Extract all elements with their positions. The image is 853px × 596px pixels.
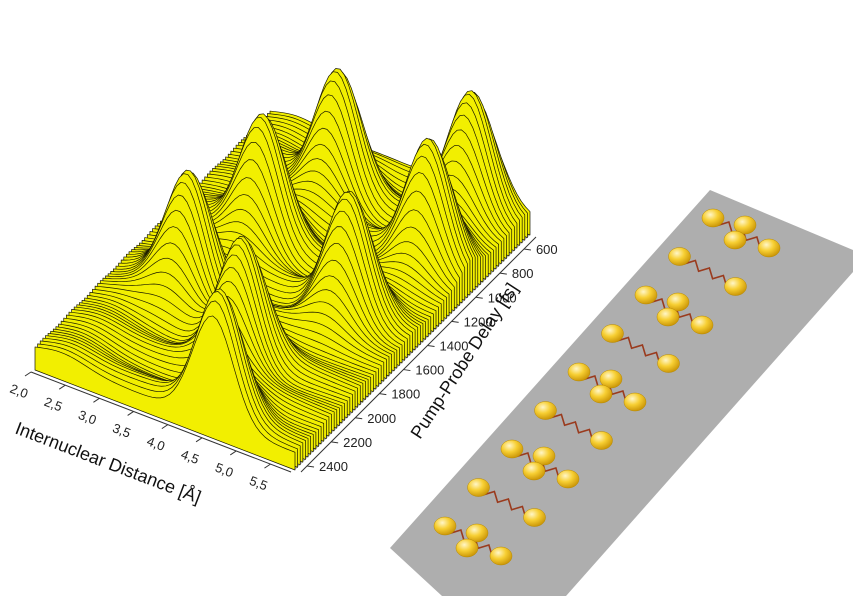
atom: [500, 439, 524, 459]
y-tick-label: 2200: [343, 435, 372, 450]
y-tick-mark: [355, 417, 363, 420]
x-tick-label: 3,0: [76, 407, 98, 427]
y-tick-label: 1000: [488, 290, 517, 305]
x-tick-label: 2,5: [42, 394, 64, 414]
molecule-panel: [390, 190, 853, 596]
x-tick-mark: [58, 384, 66, 390]
x-tick-label: 4,0: [145, 433, 167, 453]
x-axis: 2,0 2,5 3,0 3,5 4,0 4,5 5,0 5,5: [8, 371, 292, 493]
molecule-atoms: [433, 208, 781, 566]
atom: [467, 478, 490, 497]
surface-slice: [34, 315, 296, 471]
atom: [656, 307, 680, 327]
y-tick-label: 800: [512, 266, 534, 281]
y-tick-label: 2000: [367, 411, 396, 426]
x-tick-mark: [195, 437, 203, 443]
y-tick-mark: [499, 272, 507, 275]
atom: [567, 362, 591, 382]
x-tick-mark: [24, 371, 32, 377]
y-tick-mark: [379, 393, 387, 396]
x-tick-mark: [127, 411, 134, 416]
y-tick-label: 1600: [415, 363, 444, 378]
y-tick-label: 1200: [464, 314, 493, 329]
atom: [556, 469, 580, 489]
x-axis-line: [30, 371, 292, 473]
atom: [590, 431, 613, 450]
x-tick-label: 5,0: [213, 460, 235, 480]
y-tick-mark: [403, 369, 411, 372]
surface-mesh: [34, 68, 531, 471]
y-tick-mark: [523, 248, 532, 251]
y-tick-mark: [427, 344, 435, 347]
y-tick-mark: [475, 296, 483, 299]
atom: [522, 461, 546, 481]
atom: [465, 523, 489, 543]
atom: [757, 238, 781, 258]
x-tick-mark: [161, 424, 169, 430]
atom: [489, 546, 513, 566]
atom: [657, 354, 680, 373]
x-tick-label: 4,5: [179, 447, 201, 467]
x-tick-mark: [229, 450, 237, 456]
atom: [733, 215, 757, 235]
x-tick-label: 3,5: [111, 420, 133, 440]
atom: [601, 324, 624, 343]
atom: [534, 401, 557, 420]
atom: [433, 516, 457, 536]
y-tick-label: 600: [536, 242, 558, 257]
atom: [634, 285, 658, 305]
atom: [690, 315, 714, 335]
atom: [623, 392, 647, 412]
x-tick-mark: [264, 463, 271, 469]
atom: [668, 247, 691, 266]
x-tick-mark: [93, 397, 100, 403]
y-axis-line: [300, 236, 537, 473]
atom: [666, 292, 690, 312]
atom: [599, 369, 623, 389]
atom: [723, 230, 747, 250]
atom: [455, 538, 479, 558]
y-tick-mark: [451, 320, 459, 323]
x-tick-label: 5,5: [247, 473, 269, 493]
atom: [523, 508, 546, 527]
y-tick-label: 2400: [319, 459, 348, 474]
y-tick-label: 1400: [440, 338, 469, 353]
x-tick-label: 2,0: [8, 381, 30, 401]
y-tick-mark: [306, 465, 315, 468]
y-tick-mark: [331, 441, 339, 444]
atom: [724, 277, 747, 296]
y-tick-label: 1800: [391, 387, 420, 402]
atom: [532, 446, 556, 466]
atom: [589, 384, 613, 404]
atom: [701, 208, 725, 228]
x-axis-label: Internuclear Distance [Å]: [13, 418, 204, 507]
